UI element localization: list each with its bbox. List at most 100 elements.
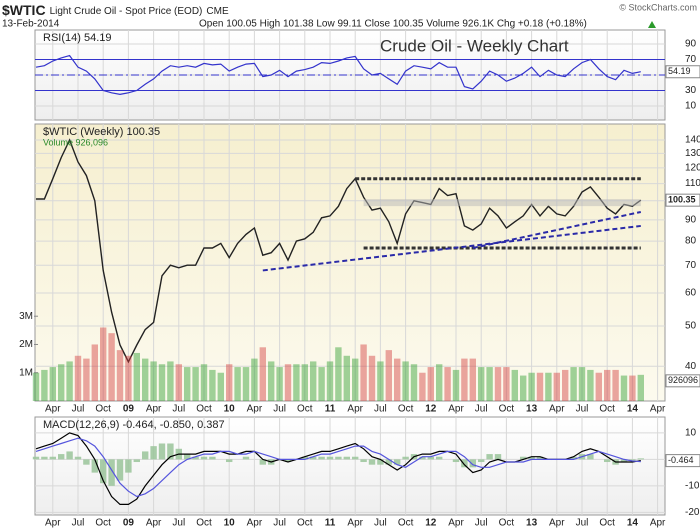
bar xyxy=(335,456,342,460)
y-tick-label: 10 xyxy=(685,101,697,112)
bar xyxy=(478,367,485,401)
bar xyxy=(494,454,502,460)
x-tick-label: Oct xyxy=(95,518,111,529)
bar xyxy=(486,367,493,401)
x-tick-label: 11 xyxy=(325,404,336,415)
bar xyxy=(637,374,644,401)
bar xyxy=(360,344,367,401)
bar xyxy=(100,459,107,484)
x-tick-label: Jul xyxy=(475,404,488,415)
bar xyxy=(58,364,65,401)
bar xyxy=(511,369,518,401)
bar xyxy=(242,367,250,401)
bar xyxy=(108,333,115,401)
value-box xyxy=(665,454,700,468)
legend: MACD(12,26,9) -0.464, -0.850, 0.387 xyxy=(43,419,225,431)
bar xyxy=(251,358,258,401)
y-tick-label: -10 xyxy=(685,481,700,492)
bar xyxy=(553,372,560,401)
series-line xyxy=(35,432,641,505)
x-tick-label: Oct xyxy=(599,518,615,529)
x-tick-label: Apr xyxy=(146,404,162,415)
bar xyxy=(478,459,485,463)
bar xyxy=(116,459,124,481)
x-tick-label: Jul xyxy=(576,518,589,529)
bar xyxy=(284,364,292,401)
x-tick-label: Oct xyxy=(398,404,414,415)
x-tick-label: Oct xyxy=(297,404,313,415)
y-tick-label: 130 xyxy=(685,148,700,159)
y-tick-label: 70 xyxy=(685,54,697,65)
x-tick-label: Jul xyxy=(273,518,286,529)
y-tick-label: 10 xyxy=(685,428,697,439)
annotation: Crude Oil - Weekly Chart xyxy=(380,36,569,55)
bar xyxy=(125,459,132,473)
bar xyxy=(293,364,300,401)
bar xyxy=(41,456,48,460)
y-tick-label: 90 xyxy=(685,39,697,50)
bar xyxy=(66,451,73,460)
bar xyxy=(167,361,174,401)
current-value: 926096 xyxy=(668,375,698,385)
bar xyxy=(368,459,376,465)
bar xyxy=(360,459,367,463)
up-arrow xyxy=(648,21,656,28)
x-tick-label: 10 xyxy=(224,404,236,415)
y-tick-label: 140 xyxy=(685,135,700,146)
bar xyxy=(318,456,325,460)
bar xyxy=(595,372,602,401)
bar xyxy=(242,456,250,460)
bar xyxy=(209,369,216,401)
bar xyxy=(545,372,552,401)
bar xyxy=(452,369,460,401)
x-tick-label: Apr xyxy=(650,404,666,415)
x-tick-label: 10 xyxy=(224,518,236,529)
bar xyxy=(419,372,426,401)
bar xyxy=(520,456,527,460)
trendline xyxy=(472,210,642,249)
x-tick-label: 13 xyxy=(526,518,538,529)
bar xyxy=(410,364,418,401)
bar xyxy=(32,372,40,401)
x-tick-label: Jul xyxy=(172,518,185,529)
x-tick-label: 09 xyxy=(123,404,135,415)
bar xyxy=(142,358,149,401)
x-tick-label: Oct xyxy=(196,404,212,415)
bar xyxy=(335,347,342,401)
bar xyxy=(436,456,443,460)
x-tick-label: Apr xyxy=(448,518,464,529)
bar xyxy=(528,372,535,401)
x-tick-label: Apr xyxy=(549,404,565,415)
bar xyxy=(536,456,544,460)
legend: RSI(14) 54.19 xyxy=(43,32,111,44)
x-tick-label: 13 xyxy=(526,404,538,415)
bar xyxy=(604,459,611,463)
current-value: 54.19 xyxy=(668,66,691,76)
bar xyxy=(377,459,384,465)
bar xyxy=(226,364,233,401)
bar xyxy=(108,459,115,486)
bar xyxy=(184,454,191,460)
y-tick-label: 90 xyxy=(685,214,697,225)
bar xyxy=(562,369,569,401)
bar xyxy=(74,355,82,401)
x-tick-label: Apr xyxy=(347,404,363,415)
bar xyxy=(192,367,199,401)
x-tick-label: Jul xyxy=(273,404,286,415)
bar xyxy=(284,459,292,463)
bar xyxy=(116,350,124,401)
price-panel xyxy=(34,123,666,402)
series-line xyxy=(36,138,642,364)
bar xyxy=(620,459,628,463)
bar xyxy=(343,456,350,460)
bar xyxy=(301,364,308,401)
bar xyxy=(427,456,434,460)
bar xyxy=(158,443,166,460)
bar xyxy=(326,456,334,460)
bar xyxy=(570,367,577,401)
bar xyxy=(259,459,266,465)
x-tick-label: Apr xyxy=(650,518,666,529)
bar xyxy=(352,456,359,460)
bar xyxy=(578,367,586,401)
instrument-name: Light Crude Oil - Spot Price (EOD) xyxy=(50,6,203,17)
